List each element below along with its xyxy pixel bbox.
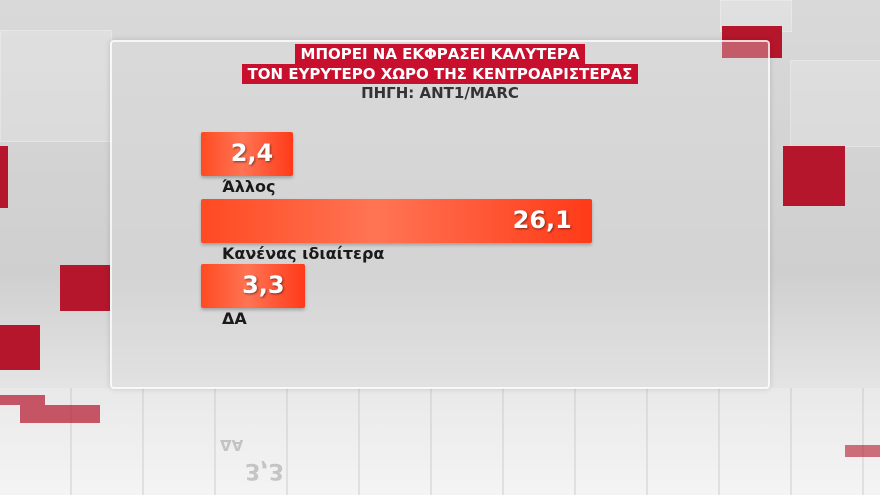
- red-tile: [0, 395, 45, 405]
- bar-3: 3,3: [201, 264, 305, 308]
- category-label: Κανένας ιδιαίτερα: [222, 244, 385, 263]
- reflection-value: 3,3: [245, 458, 284, 483]
- bar-1: 2,4: [201, 132, 294, 176]
- red-tile: [60, 265, 110, 311]
- red-tile: [722, 26, 782, 58]
- floor-background: [0, 388, 880, 495]
- category-label: ΔΑ: [222, 309, 247, 328]
- red-tile: [0, 325, 40, 370]
- bar-value-label: 26,1: [512, 206, 572, 234]
- source-label: ΠΗΓΗ: ANT1/MARC: [361, 84, 519, 102]
- category-label: Άλλος: [222, 177, 276, 196]
- bg-tile: [790, 60, 880, 147]
- chart-header: ΜΠΟΡΕΙ ΝΑ ΕΚΦΡΑΣΕΙ ΚΑΛΥΤΕΡΑ ΤΟΝ ΕΥΡΥΤΕΡΟ…: [0, 44, 880, 102]
- red-tile: [0, 146, 8, 208]
- title-line-1: ΜΠΟΡΕΙ ΝΑ ΕΚΦΡΑΣΕΙ ΚΑΛΥΤΕΡΑ: [294, 44, 586, 64]
- bar-2: 26,1: [201, 199, 592, 243]
- red-tile: [783, 146, 845, 206]
- bar-value-label: 2,4: [230, 139, 274, 167]
- red-tile: [845, 445, 880, 457]
- reflection-label: ΔΑ: [220, 436, 244, 454]
- red-tile: [20, 405, 100, 423]
- bar-value-label: 3,3: [242, 271, 285, 299]
- bg-tile: [0, 30, 112, 142]
- title-line-2: ΤΟΝ ΕΥΡΥΤΕΡΟ ΧΩΡΟ ΤΗΣ ΚΕΝΤΡΟΑΡΙΣΤΕΡΑΣ: [241, 64, 639, 84]
